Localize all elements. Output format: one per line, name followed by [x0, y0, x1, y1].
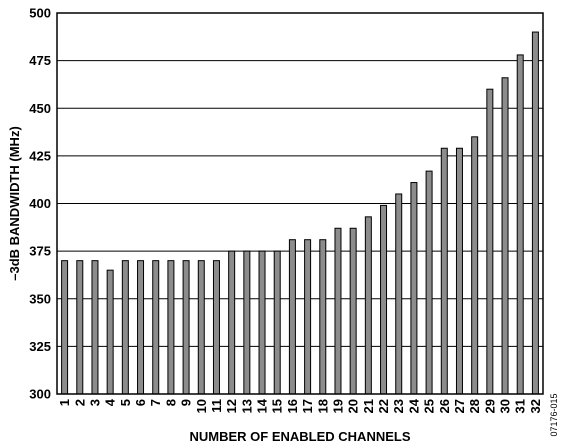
x-tick-27: 27 [452, 399, 467, 413]
bar-17 [304, 239, 312, 395]
bar-6 [137, 260, 145, 395]
bar-8 [167, 260, 175, 395]
x-tick-6: 6 [133, 399, 148, 406]
bar-10 [197, 260, 205, 395]
y-tick-500: 500 [29, 6, 51, 21]
bar-25 [425, 170, 433, 395]
x-tick-5: 5 [118, 399, 133, 406]
bar-20 [349, 227, 357, 395]
y-tick-labels: 300 325 350 375 400 425 450 475 500 [29, 6, 51, 402]
bar-26 [440, 147, 448, 395]
x-tick-32: 32 [528, 399, 543, 413]
bar-19 [334, 227, 342, 395]
bar-30 [501, 77, 509, 395]
x-tick-18: 18 [315, 399, 330, 413]
x-tick-1: 1 [57, 399, 72, 406]
x-tick-12: 12 [224, 399, 239, 413]
bar-14 [258, 250, 266, 395]
x-tick-30: 30 [498, 399, 513, 413]
bar-18 [319, 239, 327, 395]
x-tick-28: 28 [467, 399, 482, 413]
x-tick-31: 31 [513, 399, 528, 413]
bars [61, 31, 539, 395]
y-tick-375: 375 [29, 244, 51, 259]
x-tick-23: 23 [391, 399, 406, 413]
bar-2 [76, 260, 84, 395]
gridlines [57, 60, 543, 347]
bar-28 [471, 136, 479, 395]
plot-frame [56, 12, 544, 395]
bar-3 [91, 260, 99, 395]
bar-7 [152, 260, 160, 395]
x-tick-2: 2 [72, 399, 87, 406]
x-tick-4: 4 [103, 398, 118, 406]
y-tick-450: 450 [29, 101, 51, 116]
y-tick-300: 300 [29, 387, 51, 402]
y-tick-425: 425 [29, 148, 51, 163]
bar-4 [106, 269, 114, 395]
x-axis-label: NUMBER OF ENABLED CHANNELS [190, 429, 411, 444]
figure-code: 07176-015 [549, 393, 559, 436]
x-tick-20: 20 [346, 399, 361, 413]
bar-32 [531, 31, 539, 395]
bar-13 [243, 250, 251, 395]
x-tick-11: 11 [209, 399, 224, 413]
x-tick-14: 14 [255, 398, 270, 413]
x-tick-15: 15 [270, 399, 285, 413]
bar-16 [288, 239, 296, 395]
y-axis-label: –3dB BANDWIDTH (MHz) [7, 126, 22, 281]
x-tick-25: 25 [422, 399, 437, 413]
y-tick-475: 475 [29, 53, 51, 68]
x-tick-19: 19 [330, 399, 345, 413]
bar-9 [182, 260, 190, 395]
x-tick-17: 17 [300, 399, 315, 413]
bar-24 [410, 182, 418, 395]
x-tick-7: 7 [148, 399, 163, 406]
bar-23 [395, 193, 403, 395]
x-tick-10: 10 [194, 399, 209, 413]
y-tick-325: 325 [29, 339, 51, 354]
x-tick-16: 16 [285, 399, 300, 413]
x-tick-3: 3 [87, 399, 102, 406]
bar-27 [455, 147, 463, 395]
bar-12 [228, 250, 236, 395]
x-tick-22: 22 [376, 399, 391, 413]
x-tick-24: 24 [406, 398, 421, 413]
y-tick-350: 350 [29, 291, 51, 306]
bar-31 [516, 54, 524, 395]
x-tick-9: 9 [179, 399, 194, 406]
x-tick-29: 29 [482, 399, 497, 413]
x-tick-26: 26 [437, 399, 452, 413]
bar-21 [364, 216, 372, 395]
bar-1 [61, 260, 69, 395]
bar-5 [121, 260, 129, 395]
bar-22 [380, 204, 388, 395]
x-tick-8: 8 [163, 399, 178, 406]
y-tick-400: 400 [29, 196, 51, 211]
bar-11 [212, 260, 220, 395]
bar-15 [273, 250, 281, 395]
x-tick-21: 21 [361, 399, 376, 413]
x-tick-labels: 1 2 3 4 5 6 7 8 9 10 11 12 13 14 15 16 17 18 19 20 21 22 23 24 2… [57, 398, 543, 413]
bar-29 [486, 88, 494, 395]
x-tick-13: 13 [239, 399, 254, 413]
